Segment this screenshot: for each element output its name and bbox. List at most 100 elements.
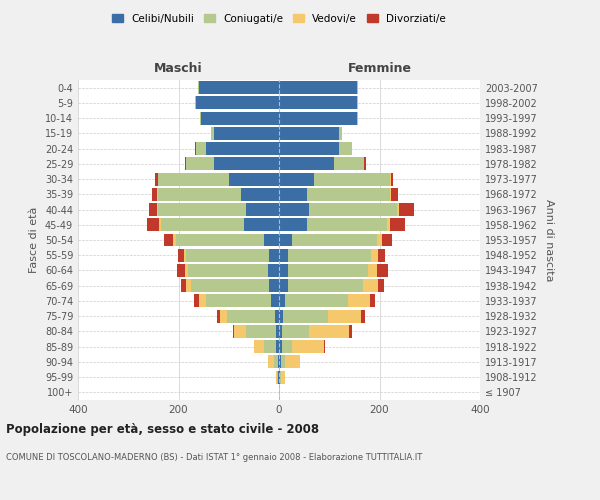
Bar [361, 310, 365, 322]
Bar [217, 310, 220, 322]
Bar [161, 218, 244, 231]
Bar [284, 356, 299, 368]
Bar [279, 172, 314, 186]
Bar [279, 356, 281, 368]
Bar [157, 203, 158, 216]
Bar [292, 234, 377, 246]
Bar [348, 294, 370, 308]
Bar [147, 218, 160, 231]
Bar [370, 294, 376, 308]
Bar [178, 264, 185, 277]
Bar [279, 96, 357, 110]
Bar [309, 203, 397, 216]
Bar [220, 310, 227, 322]
Bar [279, 158, 334, 170]
Y-axis label: Anni di nascita: Anni di nascita [544, 198, 554, 281]
Bar [279, 188, 307, 201]
Bar [149, 203, 157, 216]
Bar [279, 386, 280, 399]
Bar [334, 158, 364, 170]
Bar [279, 249, 288, 262]
Bar [196, 96, 279, 110]
Bar [247, 203, 279, 216]
Bar [254, 340, 264, 353]
Bar [200, 112, 201, 124]
Bar [387, 218, 389, 231]
Bar [278, 356, 279, 368]
Bar [214, 127, 279, 140]
Bar [268, 264, 279, 277]
Bar [277, 370, 278, 384]
Bar [201, 112, 279, 124]
Bar [271, 294, 279, 308]
Bar [206, 294, 271, 308]
Y-axis label: Fasce di età: Fasce di età [29, 207, 39, 273]
Bar [357, 112, 358, 124]
Bar [279, 340, 281, 353]
Bar [391, 188, 398, 201]
Bar [181, 279, 186, 292]
Bar [247, 325, 277, 338]
Bar [191, 279, 269, 292]
Bar [275, 310, 279, 322]
Bar [199, 294, 206, 308]
Bar [188, 264, 268, 277]
Bar [285, 294, 348, 308]
Bar [364, 158, 366, 170]
Bar [185, 158, 186, 170]
Bar [279, 218, 307, 231]
Bar [211, 127, 214, 140]
Bar [364, 279, 379, 292]
Text: COMUNE DI TOSCOLANO-MADERNO (BS) - Dati ISTAT 1° gennaio 2008 - Elaborazione TUT: COMUNE DI TOSCOLANO-MADERNO (BS) - Dati … [6, 452, 422, 462]
Bar [176, 234, 264, 246]
Bar [279, 112, 357, 124]
Bar [357, 96, 358, 110]
Bar [324, 340, 325, 353]
Bar [164, 234, 173, 246]
Bar [152, 188, 157, 201]
Bar [279, 142, 340, 155]
Bar [281, 325, 309, 338]
Bar [158, 203, 247, 216]
Bar [269, 249, 279, 262]
Bar [389, 172, 391, 186]
Bar [279, 127, 340, 140]
Bar [233, 325, 234, 338]
Bar [328, 310, 361, 322]
Bar [279, 325, 281, 338]
Bar [214, 158, 279, 170]
Bar [264, 340, 277, 353]
Bar [398, 203, 413, 216]
Bar [264, 234, 279, 246]
Bar [357, 81, 358, 94]
Bar [160, 218, 161, 231]
Bar [184, 249, 186, 262]
Bar [279, 279, 288, 292]
Bar [307, 218, 387, 231]
Bar [281, 370, 284, 384]
Bar [279, 264, 288, 277]
Bar [269, 279, 279, 292]
Bar [277, 325, 279, 338]
Bar [195, 142, 196, 155]
Bar [368, 264, 377, 277]
Bar [185, 264, 188, 277]
Text: Femmine: Femmine [347, 62, 412, 75]
Bar [244, 218, 279, 231]
Bar [309, 325, 349, 338]
Bar [196, 142, 206, 155]
Bar [276, 370, 277, 384]
Bar [155, 172, 158, 186]
Bar [349, 325, 352, 338]
Bar [186, 279, 191, 292]
Bar [279, 234, 292, 246]
Bar [186, 158, 214, 170]
Bar [195, 96, 196, 110]
Bar [379, 249, 385, 262]
Bar [389, 188, 391, 201]
Bar [158, 172, 229, 186]
Bar [173, 234, 176, 246]
Bar [382, 234, 392, 246]
Bar [389, 218, 404, 231]
Bar [288, 249, 371, 262]
